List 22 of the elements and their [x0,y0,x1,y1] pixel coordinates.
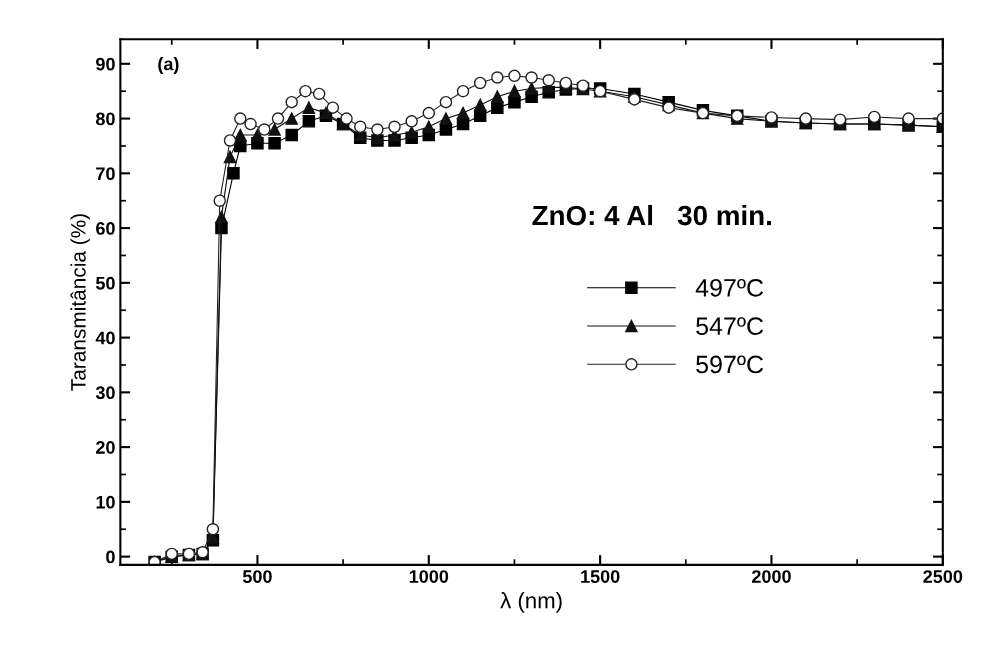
x-tick-label: 1000 [409,570,449,583]
x-tick-label: 2000 [752,570,791,583]
legend-label: 547ºC [696,317,764,336]
x-tick-label: 2500 [923,570,963,583]
x-tick-label: 1500 [581,570,620,583]
annotation: ZnO: 4 Al 30 min. [532,204,771,226]
legend-label: 597ºC [696,355,764,374]
y-tick-label: 10 [96,495,115,509]
y-tick-label: 80 [95,112,115,126]
y-tick-label: 40 [95,331,115,345]
x-tick-label: 500 [242,570,272,583]
y-tick-label: 60 [96,222,115,235]
y-tick-label: 30 [95,386,115,400]
annotation: (a) [158,57,179,74]
y-tick-label: 20 [96,441,115,454]
legend-label: 497ºC [695,278,764,297]
y-tick-label: 90 [96,57,115,71]
y-tick-label: 0 [106,550,115,564]
y-tick-label: 50 [95,276,115,290]
y-axis-title: Taransmitância (%) [70,214,90,391]
x-axis-title: λ (nm) [500,592,562,613]
y-tick-label: 70 [96,167,115,181]
